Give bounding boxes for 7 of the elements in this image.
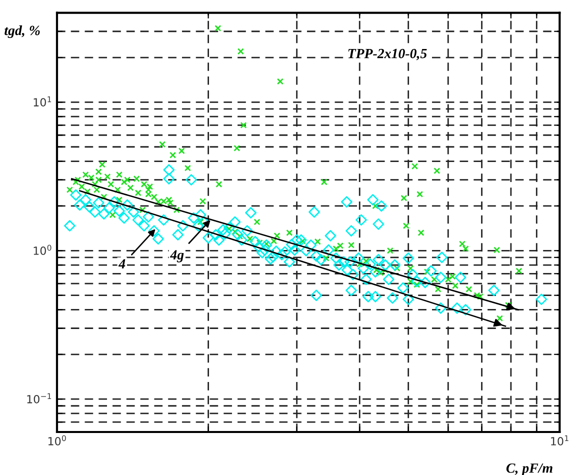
y-axis-title: tgd, % — [4, 25, 40, 38]
annotation: 4g — [170, 250, 184, 262]
y-tick-label: 10$^{1}$ — [34, 96, 52, 106]
annotation: TPP-2x10-0,5 — [348, 48, 427, 60]
y-tick-label: 10$^{−1}$ — [27, 393, 52, 404]
y-tick-label: 10$^{0}$ — [34, 244, 52, 255]
annotation: 4 — [118, 259, 126, 268]
